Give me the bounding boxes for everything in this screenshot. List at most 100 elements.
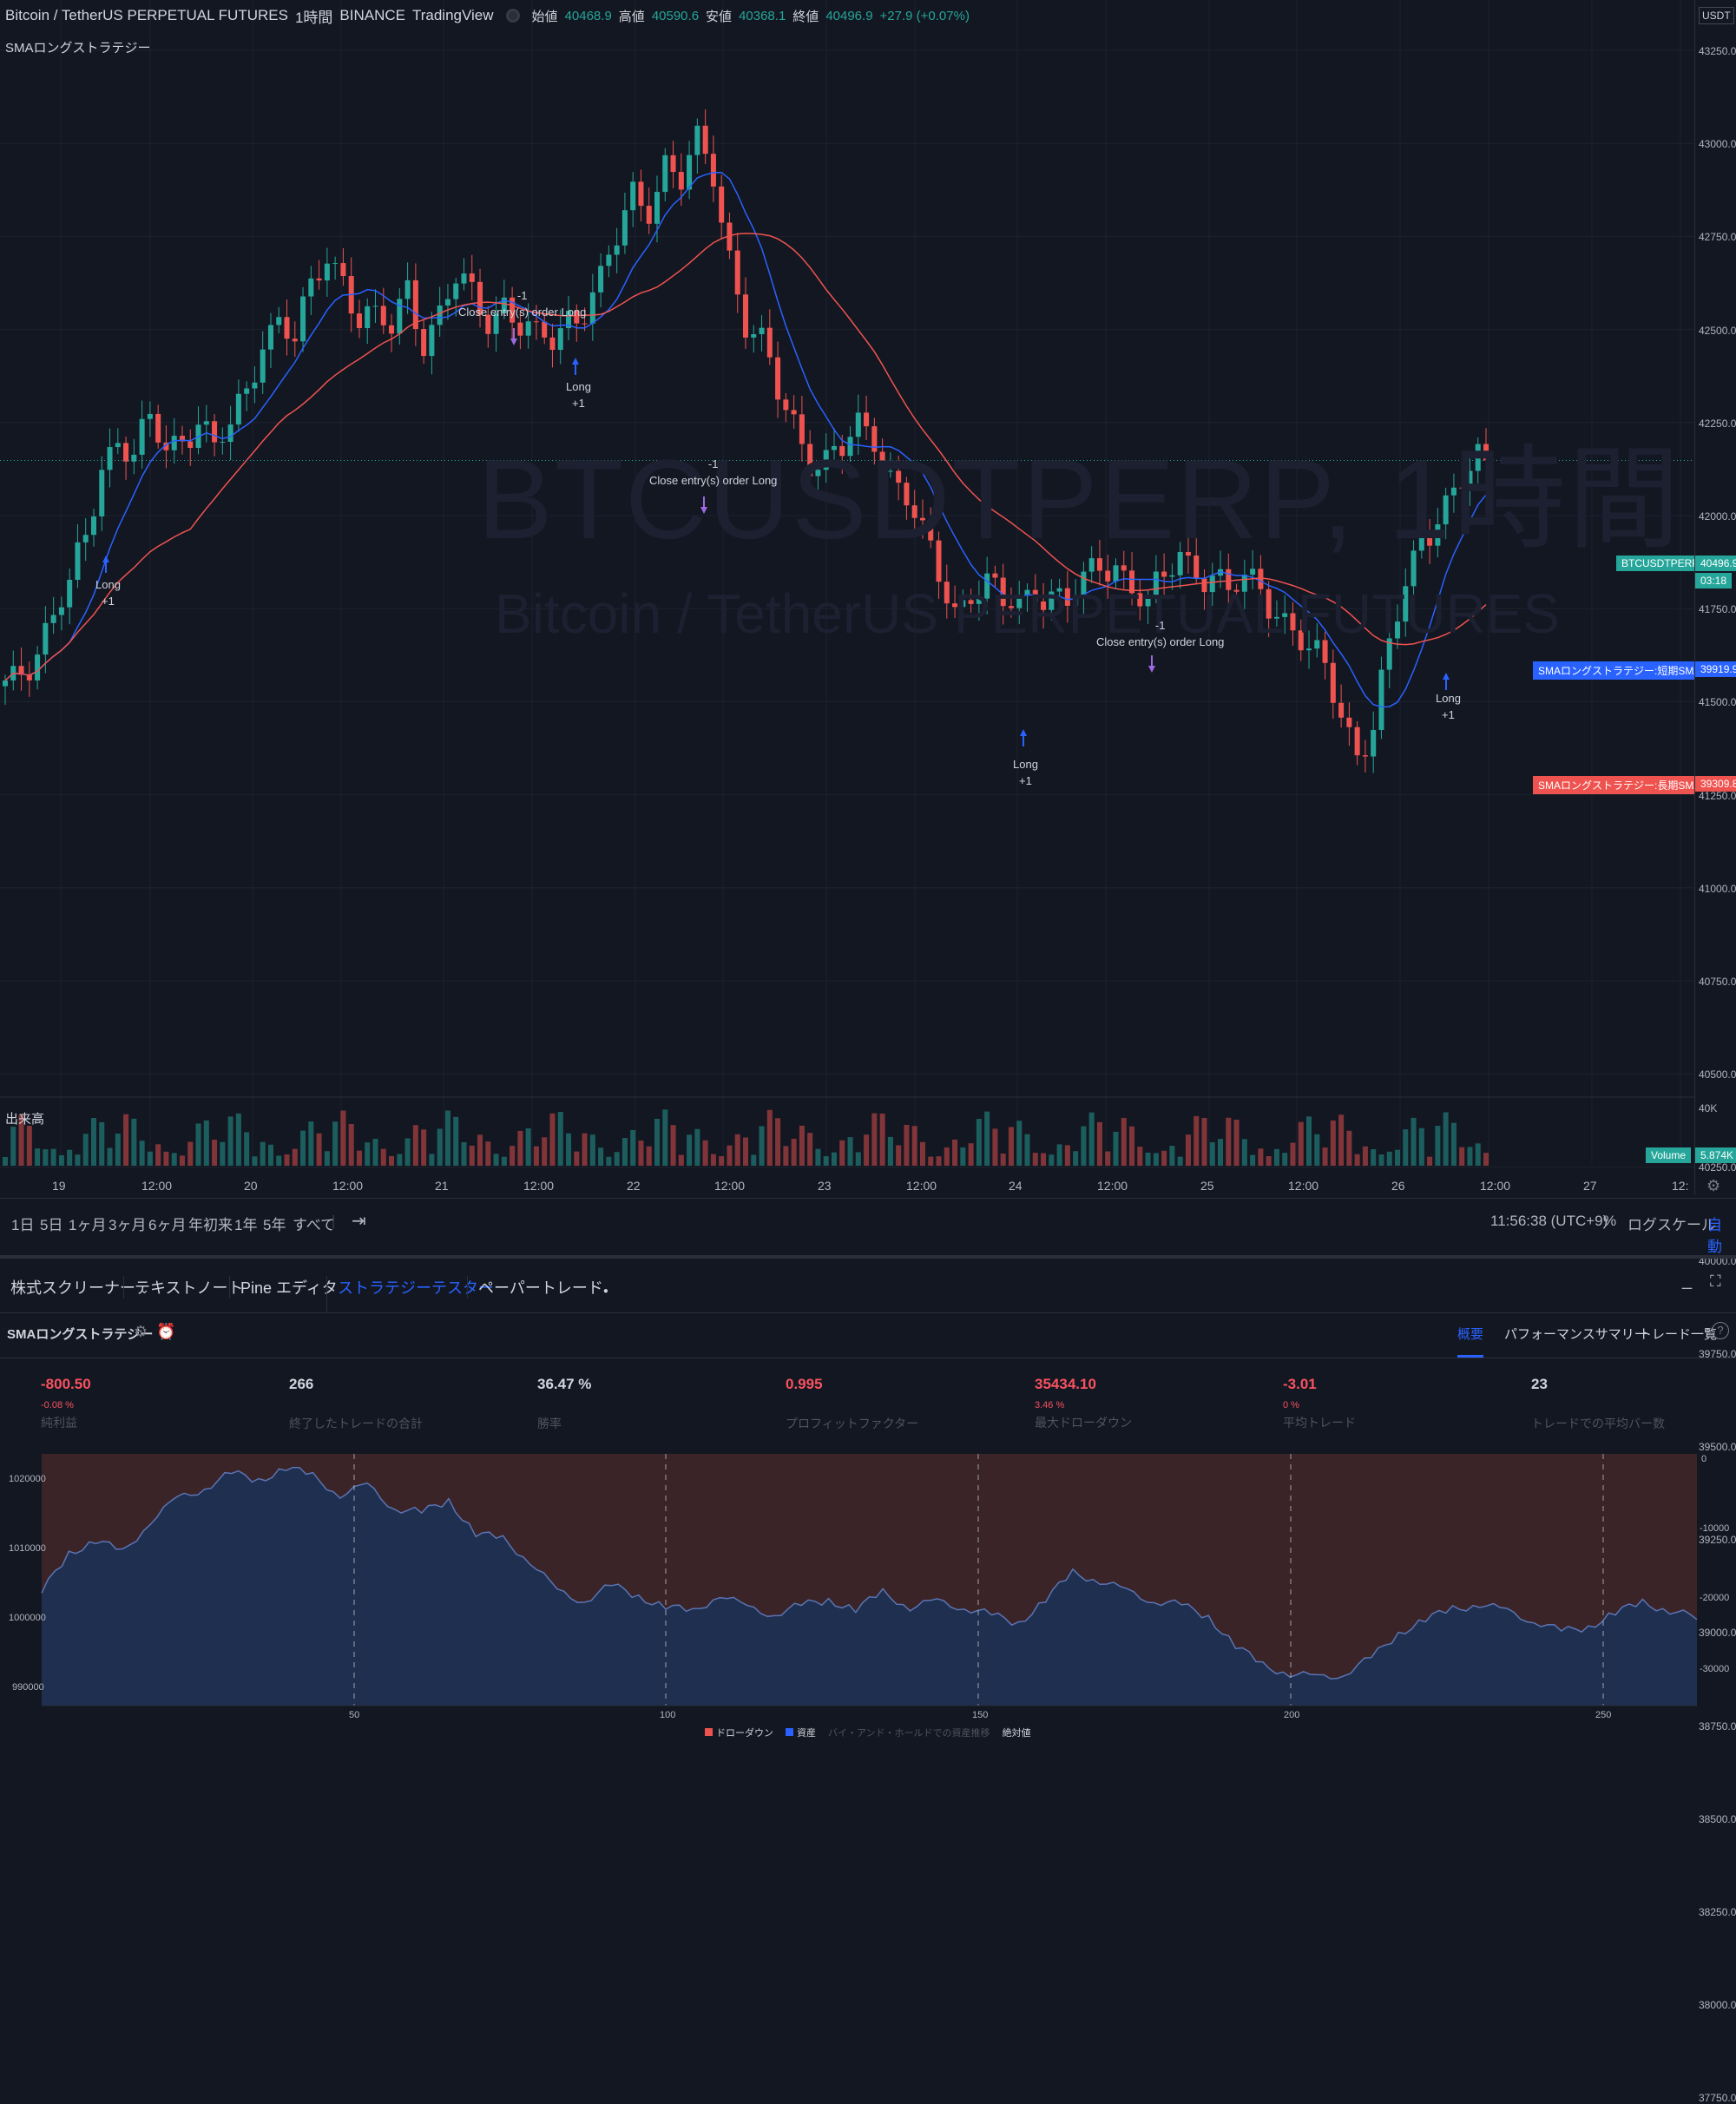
candle-body	[944, 582, 950, 604]
volume-bar	[1024, 1134, 1030, 1166]
candle-body	[952, 603, 958, 608]
strategy-stats: -800.50 -0.08 % 純利益 266 終了したトレードの合計 36.4…	[0, 1358, 1736, 1454]
legend-equity[interactable]: 資産	[786, 1726, 816, 1739]
log-scale-button[interactable]: ログスケール	[1628, 1217, 1716, 1233]
candle-body	[662, 155, 668, 193]
alert-clock-icon[interactable]: ⏰	[156, 1323, 176, 1340]
trade-index-tick: 250	[1595, 1710, 1612, 1720]
volume-bar	[1073, 1151, 1079, 1166]
legend-drawdown[interactable]: ドローダウン	[705, 1726, 773, 1739]
range-1d-button[interactable]: 1日	[11, 1217, 35, 1233]
maximize-panel-icon[interactable]: ⛶	[1710, 1272, 1721, 1290]
volume-bar	[839, 1140, 845, 1166]
range-5d-button[interactable]: 5日	[40, 1217, 63, 1233]
tab-paper-trading[interactable]: ペーパートレード●	[467, 1276, 619, 1299]
tab-stock-screener[interactable]: 株式スクリーナー ⌄	[10, 1279, 149, 1297]
candle-body	[1056, 588, 1062, 592]
volume-bar	[727, 1145, 733, 1166]
time-axis[interactable]: 19 12:00 20 12:00 21 12:00 22 12:00 23 1…	[0, 1170, 1720, 1198]
volume-bar	[292, 1148, 298, 1166]
currency-selector[interactable]: USDT	[1699, 7, 1734, 24]
volume-bar	[1467, 1147, 1473, 1166]
candle-body	[380, 306, 386, 325]
range-1y-button[interactable]: 1年	[234, 1217, 258, 1233]
help-icon[interactable]: ?	[1712, 1322, 1729, 1339]
equity-chart[interactable]: 1020000 1010000 1000000 990000 0 -10000 …	[0, 1454, 1736, 1739]
range-all-button[interactable]: すべて	[293, 1217, 336, 1233]
candle-body	[887, 470, 893, 472]
short-sma-value-tag: 39919.9	[1695, 661, 1736, 677]
time-tick: 20	[244, 1179, 258, 1193]
price-chart[interactable]: BTCUSDTPERP, 1時間 Bitcoin / TetherUS PERP…	[0, 0, 1706, 1195]
volume-bar	[1475, 1143, 1481, 1166]
percent-scale-button[interactable]: %	[1603, 1213, 1617, 1229]
volume-tag-label: Volume	[1646, 1147, 1692, 1163]
price-scale[interactable]: USDT 43250.0 43000.0 42750.0 42500.0 42250.0…	[1694, 0, 1736, 2104]
candle-body	[992, 573, 998, 578]
legend-absolute-toggle[interactable]: 絶対値	[1002, 1728, 1031, 1739]
time-tick: 12:00	[1288, 1179, 1319, 1193]
auto-scale-button[interactable]: 自動	[1707, 1217, 1722, 1255]
tab-pine-editor[interactable]: Pine エディタ	[229, 1276, 348, 1299]
price-tick: 38250.0	[1699, 1906, 1736, 1918]
range-6m-button[interactable]: 6ヶ月	[148, 1217, 187, 1233]
range-1m-button[interactable]: 1ヶ月	[69, 1217, 107, 1233]
equity-canvas[interactable]	[0, 1454, 1736, 1736]
symbol-name[interactable]: Bitcoin / TetherUS PERPETUAL FUTURES	[5, 7, 288, 23]
tab-trade-list[interactable]: トレード一覧	[1639, 1327, 1718, 1342]
candle-body	[517, 322, 523, 336]
volume-bar	[1185, 1134, 1191, 1166]
chart-canvas[interactable]	[0, 0, 1694, 1195]
volume-bar	[26, 1126, 32, 1166]
volume-bar	[380, 1148, 386, 1166]
trade-arrow-icon	[1443, 673, 1450, 690]
trade-annotation: Long +1	[1013, 758, 1038, 787]
volume-bar	[429, 1154, 435, 1166]
interval-label[interactable]: 1時間	[294, 9, 333, 26]
indicator-title[interactable]: SMAロングストラテジー	[5, 41, 151, 56]
volume-bar	[1403, 1129, 1409, 1166]
candle-body	[485, 314, 491, 334]
volume-bar	[171, 1153, 177, 1166]
volume-bar	[1273, 1148, 1279, 1166]
legend-buyhold[interactable]: バイ・アンド・ホールドでの資産推移	[828, 1728, 990, 1739]
volume-bar	[751, 1154, 757, 1166]
volume-bar	[557, 1112, 563, 1166]
volume-bar	[533, 1146, 539, 1166]
candle-body	[437, 305, 443, 325]
minimize-panel-icon[interactable]: _	[1682, 1271, 1693, 1290]
volume-bar	[823, 1156, 829, 1166]
candle-body	[340, 263, 346, 277]
candle-body	[429, 325, 435, 357]
tab-text-notes[interactable]: テキストノート	[123, 1276, 253, 1299]
price-tick: 40750.0	[1699, 976, 1736, 988]
volume-bar	[501, 1156, 507, 1166]
short-sma-line	[4, 171, 1487, 708]
range-ytd-button[interactable]: 年初来	[188, 1217, 233, 1233]
settings-gear-icon[interactable]: ⚙	[134, 1323, 148, 1340]
clock-display[interactable]: 11:56:38 (UTC+9)	[1490, 1213, 1608, 1229]
time-tick: 24	[1009, 1179, 1023, 1193]
chart-settings-gear-icon[interactable]: ⚙	[1706, 1177, 1721, 1194]
volume-bar	[1354, 1154, 1360, 1166]
volume-bar	[131, 1118, 137, 1166]
volume-bar	[58, 1154, 64, 1166]
volume-bar	[1258, 1148, 1264, 1166]
tab-overview[interactable]: 概要	[1457, 1325, 1484, 1358]
candle-body	[1450, 487, 1457, 496]
candle-body	[324, 263, 330, 281]
equity-axis-tick: 1000000	[9, 1613, 46, 1623]
volume-bar	[340, 1110, 346, 1166]
tab-performance-summary[interactable]: パフォーマンスサマリー	[1504, 1327, 1647, 1342]
volume-bar	[1418, 1128, 1424, 1166]
candle-body	[82, 535, 89, 542]
tab-strategy-tester[interactable]: ストラテジーテスター	[326, 1276, 504, 1312]
range-3m-button[interactable]: 3ヶ月	[108, 1217, 147, 1233]
candle-body	[203, 421, 209, 425]
goto-date-icon[interactable]: ⇥	[352, 1212, 366, 1231]
bar-countdown: 03:18	[1695, 573, 1733, 588]
volume-bar	[1096, 1121, 1102, 1166]
volume-bar	[968, 1143, 974, 1166]
range-5y-button[interactable]: 5年	[263, 1217, 286, 1233]
candle-body	[35, 654, 41, 681]
